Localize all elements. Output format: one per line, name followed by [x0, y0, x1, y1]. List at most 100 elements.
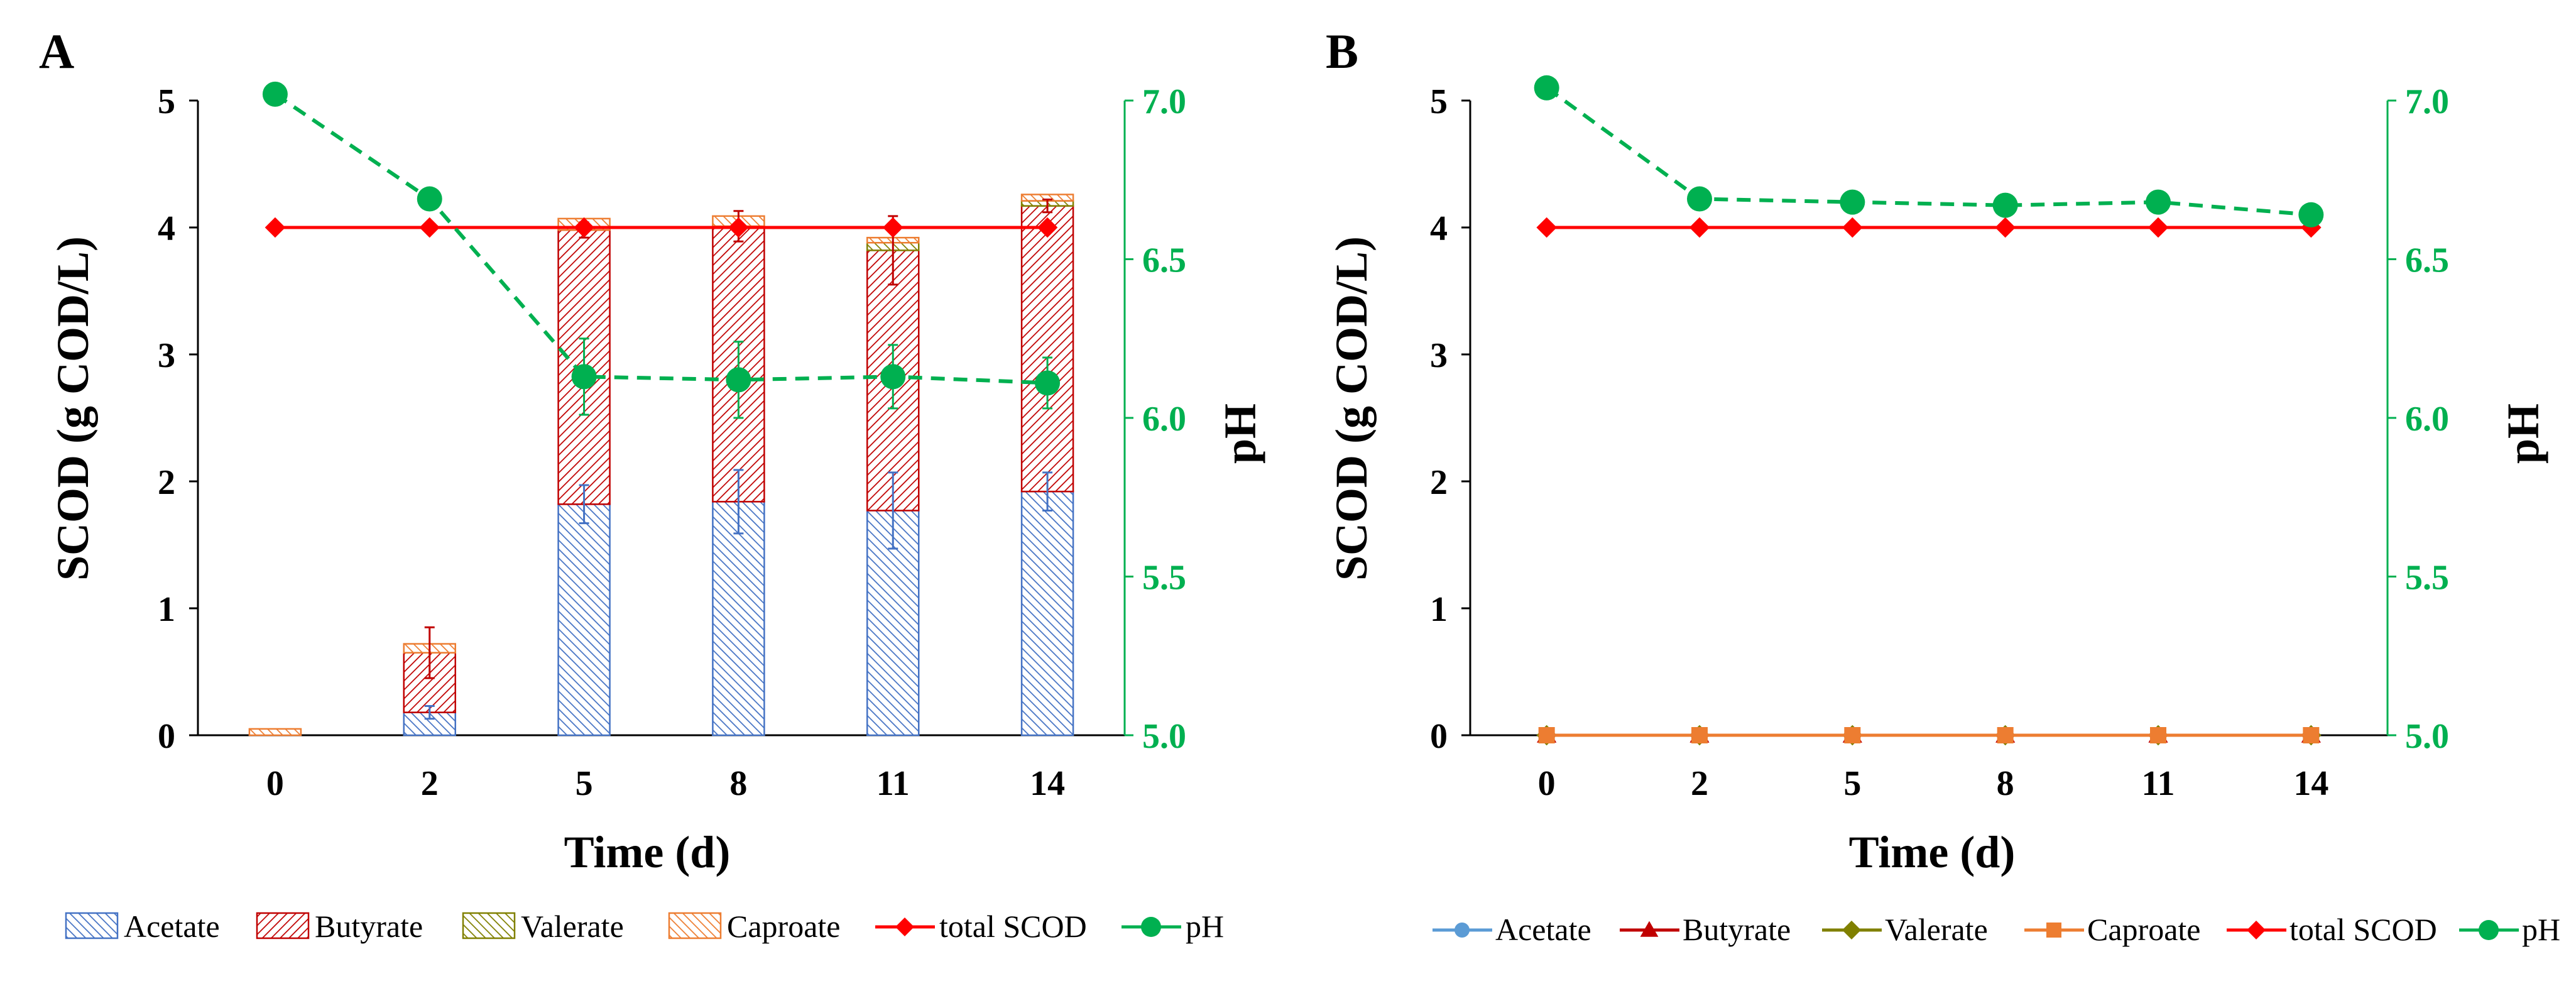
legend-b-label-valerate: Valerate [1885, 912, 1988, 947]
legend-a-swatch-butyrate [256, 912, 310, 939]
panel-b-y2-tick-label: 5.5 [2405, 559, 2449, 598]
panel-a-point-ph [417, 186, 442, 212]
panel-a-y-tick-label: 3 [158, 336, 175, 375]
legend-a-label-butyrate: Butyrate [315, 909, 423, 944]
panel-a-x-axis-title: Time (d) [564, 827, 731, 877]
legend-b-marker-acetate [1454, 923, 1470, 938]
panel-a-y-tick-label: 1 [158, 590, 175, 629]
panel-b-point-ph [1840, 189, 1865, 215]
legend-b-marker-ph [2479, 920, 2499, 940]
panel-a-y2-tick-label: 5.5 [1142, 559, 1186, 598]
panel-a-y2-tick-label: 7.0 [1142, 82, 1186, 121]
legend-a-swatch-caproate [668, 912, 722, 939]
panel-a-y-axis-title: SCOD (g COD/L) [48, 236, 98, 581]
panel-b-x-tick-label: 14 [2293, 764, 2328, 803]
legend-b-marker-total-scod [2247, 921, 2266, 939]
panel-a-point-ph [726, 367, 751, 393]
panel-b-y-tick-label: 5 [1430, 82, 1448, 121]
panel-a-point-total-scod [883, 217, 903, 238]
legend-a-label-caproate: Caproate [727, 909, 840, 944]
panel-b-y2-tick-label: 5.0 [2405, 717, 2449, 756]
panel-a-x-tick-label: 11 [876, 764, 910, 803]
legend-a-label-acetate: Acetate [124, 909, 220, 944]
legend-b-marker-butyrate [1640, 921, 1659, 937]
panel-b-point-caproate [2150, 727, 2166, 743]
panel-a-point-ph [880, 364, 906, 390]
legend-a-marker-total-scod [895, 917, 914, 936]
legend-a-label-total-scod: total SCOD [939, 909, 1087, 944]
panel-b-line-ph [1545, 86, 2311, 217]
legend-a-marker-ph [1141, 917, 1161, 937]
panel-a-point-total-scod [1037, 217, 1058, 238]
legend-a-swatch-acetate [65, 912, 119, 939]
legend-a-swatch-valerate [462, 912, 516, 939]
panel-a-x-tick-label: 14 [1030, 764, 1065, 803]
panel-a-bar-acetate [1020, 490, 1074, 736]
panel-b-y-tick-label: 3 [1430, 336, 1448, 375]
panel-b-point-caproate [1538, 727, 1555, 743]
panel-a-point-total-scod [419, 217, 440, 238]
panel-b-point-total-scod [1995, 217, 2016, 238]
panel-a-y-tick-label: 5 [158, 82, 175, 121]
panel-b-point-ph [1687, 186, 1712, 212]
panel-b-legend: Acetate Butyrate Valerate Caproate total SCO… [1433, 912, 2560, 947]
legend-b-marker-caproate [2046, 923, 2061, 938]
panel-b-x-axis-title: Time (d) [1849, 827, 2016, 877]
panel-a-line-ph [274, 92, 1048, 385]
panel-b-x-tick-label: 0 [1538, 764, 1556, 803]
panel-a-letter: A [39, 24, 74, 79]
panel-a: A SCOD (g COD/L) pH Time (d) 0 1 2 3 4 5 5.0 5.… [39, 24, 1265, 877]
panel-b-y2-axis-title: pH [2498, 403, 2548, 464]
panel-b-point-total-scod [2148, 217, 2169, 238]
panel-a-point-ph [1035, 370, 1061, 396]
panel-b-point-ph [2146, 189, 2171, 215]
panel-a-bar-acetate [712, 501, 765, 736]
panel-a-x-tick-label: 8 [729, 764, 747, 803]
panel-b-point-ph [1992, 192, 2018, 218]
panel-a-y2-tick-label: 6.5 [1142, 241, 1186, 280]
panel-a-bar-acetate [557, 503, 611, 736]
panel-b-point-caproate [1997, 727, 2014, 743]
panel-a-y-tick-label: 2 [158, 463, 175, 502]
legend-a-label-valerate: Valerate [521, 909, 624, 944]
panel-a-x-tick-label: 0 [266, 764, 284, 803]
legend-b-label-acetate: Acetate [1495, 912, 1591, 947]
panel-b-point-ph [1534, 75, 1559, 101]
panel-b-y2-tick-label: 6.0 [2405, 400, 2449, 439]
panel-a-y2-tick-label: 5.0 [1142, 717, 1186, 756]
panel-a-x-tick-label: 5 [576, 764, 593, 803]
panel-a-y2-tick-label: 6.0 [1142, 400, 1186, 439]
panel-a-point-ph [262, 81, 288, 107]
legend-a-label-ph: pH [1186, 909, 1224, 944]
panel-b-y-axis-title: SCOD (g COD/L) [1326, 236, 1377, 581]
panel-a-y2-axis-title: pH [1215, 403, 1265, 464]
panel-a-point-total-scod [574, 217, 594, 238]
panel-b-y2-tick-label: 7.0 [2405, 82, 2449, 121]
legend-b-label-ph: pH [2522, 912, 2560, 947]
legend-b-label-caproate: Caproate [2087, 912, 2200, 947]
panel-b-point-caproate [1844, 727, 1861, 743]
panel-a-point-total-scod [728, 217, 749, 238]
panel-b-y-tick-label: 4 [1430, 209, 1448, 248]
panel-b-y2-tick-label: 6.5 [2405, 241, 2449, 280]
panel-b: B SCOD (g COD/L) pH Time (d) 0 1 2 3 4 5 5.0 5.… [1326, 24, 2548, 877]
panel-b-point-caproate [1691, 727, 1708, 743]
panel-b-point-total-scod [1842, 217, 1863, 238]
panel-a-y-tick-label: 0 [158, 717, 175, 756]
panel-b-point-caproate [2303, 727, 2320, 743]
panel-a-point-total-scod [265, 217, 286, 238]
legend-b-label-butyrate: Butyrate [1683, 912, 1791, 947]
panel-b-y-tick-label: 2 [1430, 463, 1448, 502]
panel-a-bar-caproate [248, 728, 302, 736]
panel-b-y-tick-label: 0 [1430, 717, 1448, 756]
panel-b-point-ph [2298, 202, 2324, 227]
panel-a-legend: Acetate Butyrate Valerate Caproate total SCO… [65, 909, 1224, 944]
panel-b-x-tick-label: 11 [2142, 764, 2175, 803]
legend-b-marker-valerate [1842, 921, 1861, 939]
panel-b-y-tick-label: 1 [1430, 590, 1448, 629]
panel-b-x-tick-label: 2 [1691, 764, 1708, 803]
panel-a-y-tick-label: 4 [158, 209, 175, 248]
panel-a-point-ph [571, 364, 597, 390]
legend-b-label-total-scod: total SCOD [2289, 912, 2437, 947]
